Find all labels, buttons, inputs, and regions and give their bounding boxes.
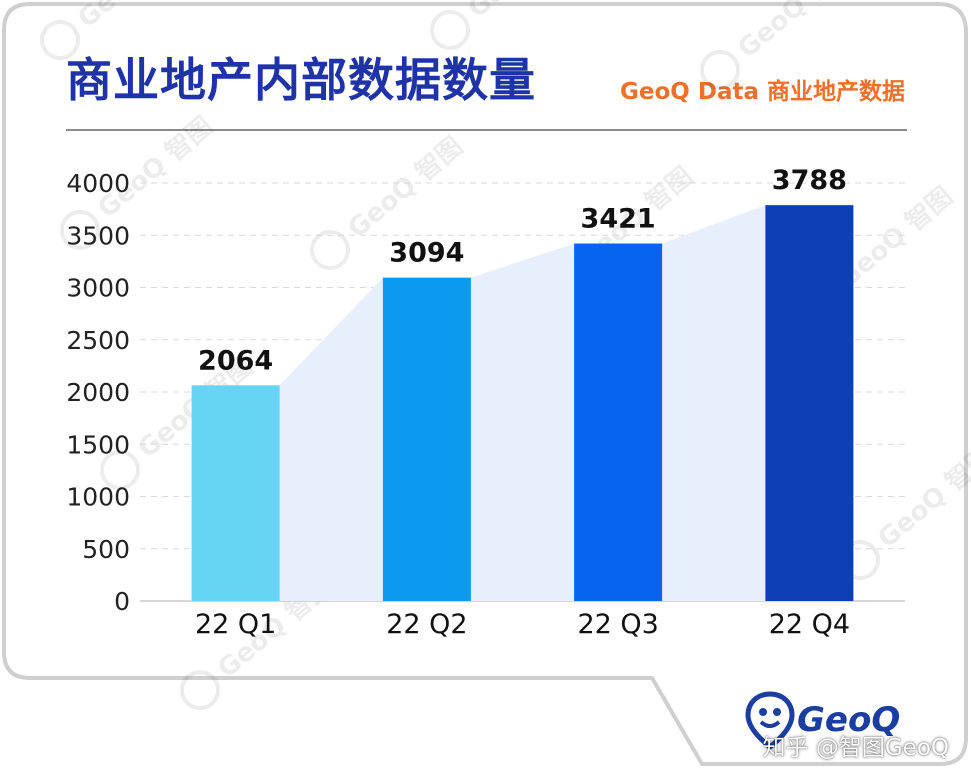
data-label: 3788 bbox=[772, 165, 847, 196]
page-title: 商业地产内部数据数量 bbox=[66, 53, 536, 107]
watermark-text: GeoQ 智图 bbox=[92, 111, 219, 224]
y-tick-label: 0 bbox=[114, 587, 130, 616]
data-label: 2064 bbox=[198, 345, 273, 376]
title-divider bbox=[66, 129, 907, 131]
geoq-logo-icon bbox=[745, 691, 795, 750]
x-tick-label: 22 Q1 bbox=[195, 609, 276, 640]
watermark-icon bbox=[700, 50, 740, 90]
watermark-icon bbox=[40, 20, 80, 60]
x-tick-label: 22 Q2 bbox=[386, 609, 467, 640]
watermark-icon bbox=[100, 450, 140, 490]
watermark-text: GeoQ 智图 bbox=[72, 0, 199, 34]
footer-logo-text: GeoQ bbox=[797, 700, 901, 740]
trend-area bbox=[191, 205, 854, 602]
footer-credit: 知乎 @智图GeoQ bbox=[762, 735, 949, 761]
y-tick-label: 4000 bbox=[66, 169, 130, 198]
watermark-icon bbox=[310, 230, 350, 270]
y-tick-label: 1500 bbox=[66, 430, 130, 459]
y-tick-label: 500 bbox=[82, 535, 130, 564]
bar-1 bbox=[191, 385, 280, 601]
data-label: 3421 bbox=[581, 204, 656, 235]
x-tick-label: 22 Q3 bbox=[577, 609, 658, 640]
y-tick-label: 2000 bbox=[66, 378, 130, 407]
watermark-icon bbox=[60, 210, 100, 250]
watermark: GeoQ 智图 bbox=[700, 0, 859, 90]
bar-3 bbox=[574, 243, 663, 601]
watermark-text: GeoQ 智图 bbox=[732, 0, 859, 64]
watermark: GeoQ 智图 bbox=[40, 0, 199, 60]
bar-2 bbox=[382, 277, 471, 601]
watermark-text: GeoQ 智图 bbox=[342, 131, 469, 244]
x-tick-label: 22 Q4 bbox=[769, 609, 850, 640]
bars bbox=[191, 205, 854, 602]
bar-4 bbox=[765, 205, 854, 602]
watermark-text: GeoQ 智图 bbox=[872, 441, 971, 554]
data-labels: 2064 3094 3421 3788 bbox=[198, 165, 847, 376]
y-tick-label: 3500 bbox=[66, 221, 130, 250]
y-tick-label: 1000 bbox=[66, 483, 130, 512]
y-tick-label: 3000 bbox=[66, 274, 130, 303]
y-axis-ticks: 0 500 1000 1500 2000 2500 3000 3500 4000 bbox=[66, 169, 130, 616]
watermark: GeoQ 智图 bbox=[840, 441, 971, 580]
watermark: GeoQ 智图 bbox=[430, 0, 589, 50]
page-subtitle: GeoQ Data 商业地产数据 bbox=[620, 79, 905, 105]
watermark-text: GeoQ 智图 bbox=[462, 0, 589, 24]
watermark-icon bbox=[180, 670, 220, 710]
trend-area-shape bbox=[191, 205, 854, 602]
y-tick-label: 2500 bbox=[66, 326, 130, 355]
data-label: 3094 bbox=[389, 238, 464, 269]
watermark-icon bbox=[430, 10, 470, 50]
x-axis-ticks: 22 Q1 22 Q2 22 Q3 22 Q4 bbox=[195, 609, 850, 640]
